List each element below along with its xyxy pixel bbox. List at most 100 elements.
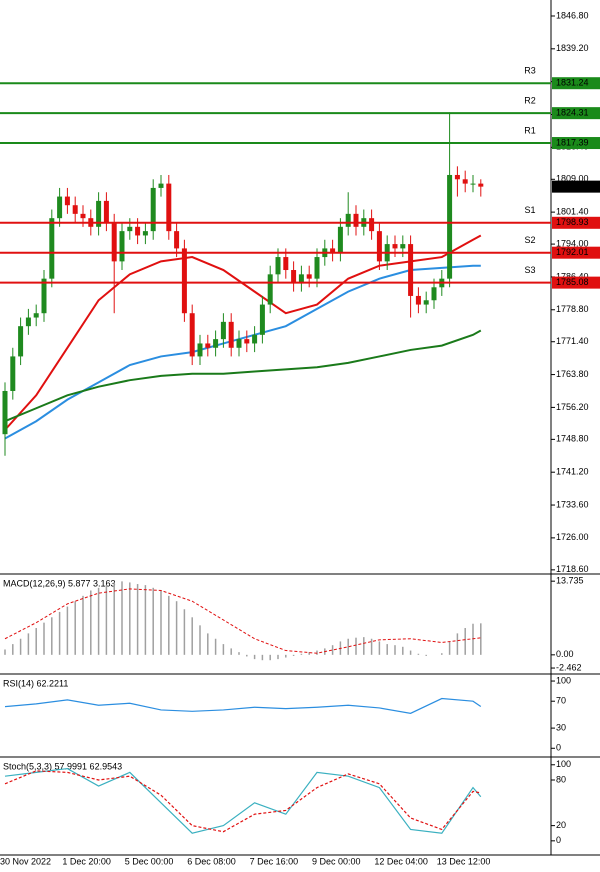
candle-body	[252, 334, 258, 344]
last-price-label: 1807.30	[556, 181, 589, 191]
level-name: R2	[524, 96, 536, 106]
candle-body	[96, 200, 102, 227]
candle-body	[275, 257, 281, 275]
candle-body	[283, 257, 289, 271]
candle-body	[330, 248, 336, 253]
candle-body	[49, 218, 55, 279]
candle-body	[454, 174, 460, 180]
y-tick-label: 1748.80	[556, 434, 589, 444]
candle-body	[25, 317, 31, 327]
candle-body	[142, 231, 148, 236]
y-tick-label: 0	[556, 835, 561, 845]
candle-body	[189, 313, 195, 357]
y-tick-label: 13.735	[556, 576, 584, 586]
y-tick-label: 1726.00	[556, 532, 589, 542]
y-tick-label: 0.00	[556, 649, 574, 659]
level-name: R3	[524, 66, 536, 76]
y-tick-label: 0	[556, 743, 561, 753]
candle-body	[244, 339, 250, 344]
candle-body	[337, 226, 343, 253]
level-price-box	[552, 216, 600, 229]
level-price-label: 1798.93	[556, 217, 589, 227]
level-price-box	[552, 107, 600, 120]
x-tick-label: 6 Dec 08:00	[187, 856, 236, 866]
moving-average	[4, 329, 482, 423]
candle-body	[298, 274, 304, 283]
candle-body	[213, 339, 219, 348]
level-price-box	[552, 77, 600, 90]
level-price-label: 1831.24	[556, 78, 589, 88]
panel-title: Stoch(5,3,3) 57.9991 62.9543	[3, 761, 122, 771]
candle-body	[478, 183, 484, 187]
y-tick-label: 1756.20	[556, 402, 589, 412]
candle-body	[392, 244, 398, 249]
candle-body	[174, 231, 180, 249]
moving-average	[4, 234, 482, 431]
candle-body	[220, 321, 226, 340]
indicator-line	[4, 767, 482, 834]
candle-body	[314, 257, 320, 279]
level-price-label: 1817.39	[556, 137, 589, 147]
y-tick-label: 1846.80	[556, 10, 589, 20]
candle-body	[72, 205, 78, 214]
y-tick-label: 1778.80	[556, 304, 589, 314]
level-name: R1	[524, 125, 536, 135]
candle-body	[431, 287, 437, 301]
candle-body	[150, 187, 156, 232]
candle-body	[64, 196, 70, 206]
candle-body	[345, 213, 351, 227]
candle-body	[470, 183, 476, 185]
candle-body	[158, 183, 164, 188]
panel-title: RSI(14) 62.2211	[3, 678, 68, 688]
x-tick-label: 12 Dec 04:00	[374, 856, 428, 866]
candle-body	[228, 321, 234, 348]
x-tick-label: 13 Dec 12:00	[437, 856, 491, 866]
candle-body	[166, 183, 172, 232]
y-tick-label: 1741.20	[556, 467, 589, 477]
candle-body	[447, 174, 453, 279]
y-tick-label: 1801.40	[556, 206, 589, 216]
x-tick-label: 30 Nov 2022	[0, 856, 51, 866]
candle-body	[111, 222, 117, 262]
y-tick-label: 1771.40	[556, 336, 589, 346]
candle-body	[119, 231, 125, 262]
level-name: S1	[524, 205, 535, 215]
y-tick-label: 30	[556, 722, 566, 732]
level-price-label: 1792.01	[556, 247, 589, 257]
y-tick-label: 70	[556, 696, 566, 706]
y-tick-label: 1794.00	[556, 238, 589, 248]
x-tick-label: 5 Dec 00:00	[125, 856, 174, 866]
candle-body	[415, 295, 421, 305]
candle-body	[135, 226, 141, 236]
candle-body	[267, 274, 273, 305]
y-tick-label: 1763.80	[556, 369, 589, 379]
candle-body	[236, 339, 242, 348]
candle-body	[369, 218, 375, 232]
candle-body	[41, 278, 47, 314]
y-tick-label: 1839.20	[556, 43, 589, 53]
level-price-label: 1824.31	[556, 108, 589, 118]
y-tick-label: 80	[556, 774, 566, 784]
candle-body	[408, 244, 414, 296]
candle-body	[205, 343, 211, 348]
y-tick-label: 1718.60	[556, 564, 589, 574]
candle-body	[10, 356, 16, 391]
candle-body	[462, 179, 468, 184]
candle-body	[306, 274, 312, 279]
y-tick-label: 1786.40	[556, 271, 589, 281]
candle-body	[80, 213, 86, 219]
candle-body	[353, 213, 359, 227]
y-tick-label: 1733.60	[556, 499, 589, 509]
candle-body	[291, 270, 297, 283]
y-tick-label: -2.462	[556, 662, 582, 672]
panel-title: MACD(12,26,9) 5.877 3.163	[3, 578, 116, 588]
candle-body	[423, 300, 429, 305]
candle-body	[2, 390, 8, 435]
candle-body	[18, 326, 24, 357]
level-price-box	[552, 276, 600, 289]
last-price-box	[552, 180, 600, 193]
level-price-box	[552, 137, 600, 150]
indicator-line	[4, 770, 481, 833]
y-tick-label: 1809.00	[556, 174, 589, 184]
